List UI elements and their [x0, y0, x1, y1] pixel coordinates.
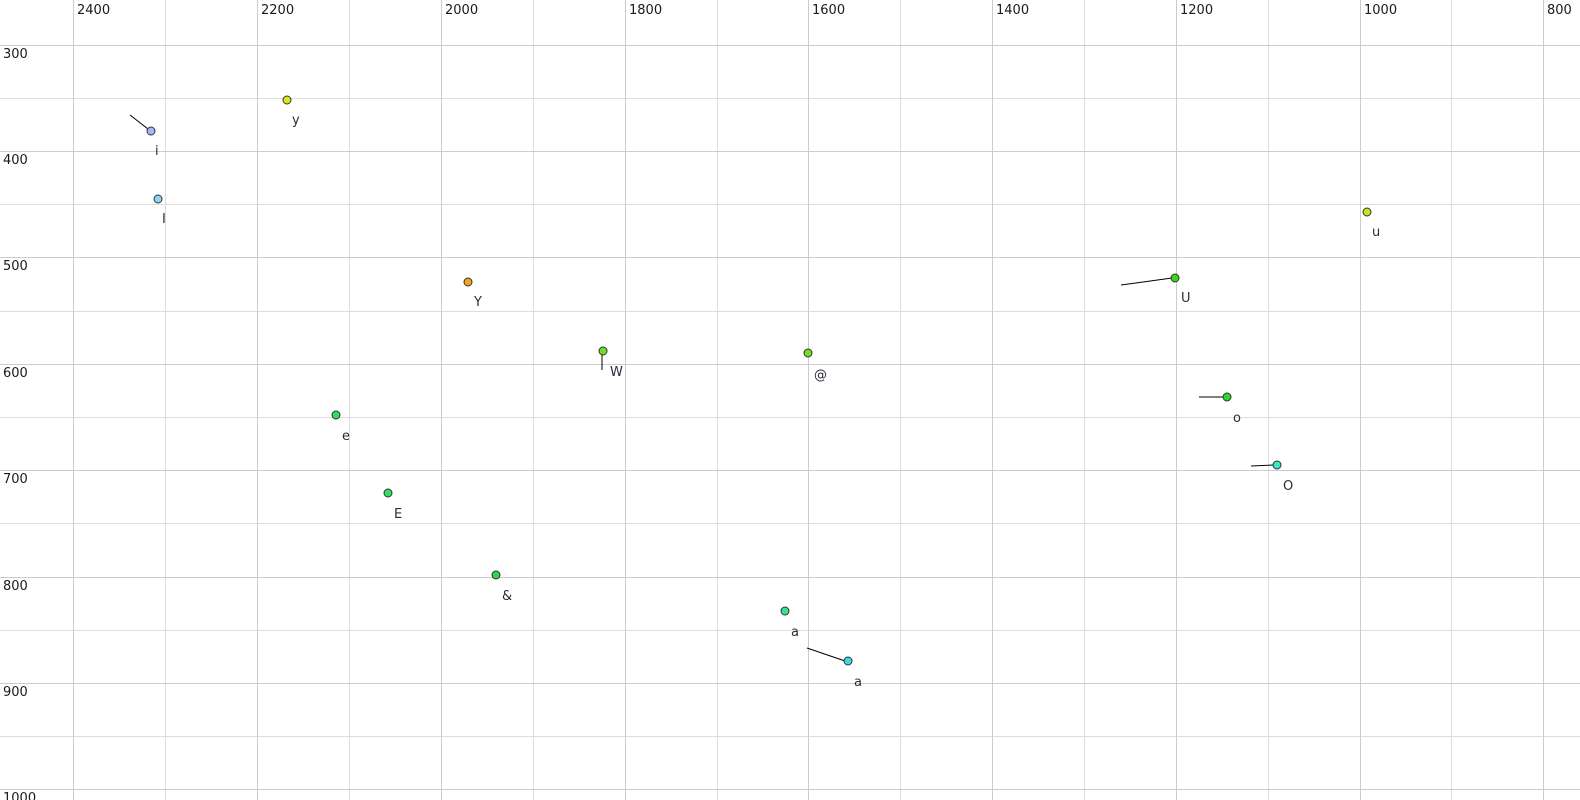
gridline-vertical-major: [808, 0, 809, 800]
y-axis-tick-label: 800: [3, 579, 28, 594]
data-point-marker[interactable]: [331, 410, 341, 420]
gridline-vertical-minor: [533, 0, 534, 800]
x-axis-tick-label: 1200: [1180, 3, 1214, 18]
gridline-horizontal-major: [0, 577, 1580, 578]
data-point-marker[interactable]: [780, 606, 790, 616]
data-point-label: U: [1181, 291, 1191, 306]
y-axis-tick-label: 700: [3, 472, 28, 487]
y-axis-tick-label: 600: [3, 366, 28, 381]
gridline-vertical-major: [257, 0, 258, 800]
data-point-marker[interactable]: [153, 194, 163, 204]
data-point-marker[interactable]: [491, 570, 501, 580]
gridline-horizontal-minor: [0, 204, 1580, 205]
data-point-label: u: [1372, 225, 1381, 240]
x-axis-tick-label: 1400: [996, 3, 1030, 18]
gridline-vertical-minor: [900, 0, 901, 800]
data-point-label: y: [292, 113, 300, 128]
gridline-vertical-minor: [1451, 0, 1452, 800]
data-point-label: &: [502, 589, 513, 604]
data-point-label: a: [854, 675, 862, 690]
data-point-marker[interactable]: [282, 95, 292, 105]
gridline-horizontal-minor: [0, 630, 1580, 631]
x-axis-tick-label: 1800: [629, 3, 663, 18]
gridline-horizontal-minor: [0, 417, 1580, 418]
gridline-horizontal-major: [0, 683, 1580, 684]
gridline-horizontal-major: [0, 257, 1580, 258]
data-point-label: W: [610, 365, 623, 380]
data-point-label: Y: [474, 295, 482, 310]
gridline-horizontal-major: [0, 364, 1580, 365]
y-axis-tick-label: 500: [3, 259, 28, 274]
gridline-vertical-minor: [1268, 0, 1269, 800]
data-point-label: i: [155, 144, 159, 159]
data-point-marker[interactable]: [1272, 460, 1282, 470]
data-point-marker[interactable]: [463, 277, 473, 287]
data-point-marker[interactable]: [1222, 392, 1232, 402]
gridline-vertical-major: [1360, 0, 1361, 800]
gridline-vertical-minor: [1084, 0, 1085, 800]
gridline-horizontal-major: [0, 151, 1580, 152]
gridline-horizontal-major: [0, 789, 1580, 790]
data-point-marker[interactable]: [598, 346, 608, 356]
data-point-label: E: [394, 507, 403, 522]
gridline-vertical-major: [441, 0, 442, 800]
y-axis-tick-label: 1000: [3, 791, 37, 800]
data-point-label: o: [1233, 411, 1241, 426]
data-point-marker[interactable]: [146, 126, 156, 136]
data-point-marker[interactable]: [843, 656, 853, 666]
gridline-vertical-major: [1176, 0, 1177, 800]
x-axis-tick-label: 2000: [445, 3, 479, 18]
y-axis-tick-label: 300: [3, 47, 28, 62]
y-axis-tick-label: 900: [3, 685, 28, 700]
data-point-label: O: [1283, 479, 1294, 494]
gridline-vertical-minor: [165, 0, 166, 800]
gridline-vertical-major: [625, 0, 626, 800]
gridline-horizontal-minor: [0, 98, 1580, 99]
data-point-label: a: [791, 625, 799, 640]
gridline-vertical-major: [73, 0, 74, 800]
gridline-horizontal-minor: [0, 736, 1580, 737]
x-axis-tick-label: 2200: [261, 3, 295, 18]
x-axis-tick-label: 1000: [1364, 3, 1398, 18]
gridline-vertical-minor: [717, 0, 718, 800]
gridline-vertical-major: [992, 0, 993, 800]
gridline-horizontal-minor: [0, 311, 1580, 312]
data-point-marker[interactable]: [383, 488, 393, 498]
gridline-horizontal-major: [0, 470, 1580, 471]
gridline-horizontal-major: [0, 45, 1580, 46]
x-axis-tick-label: 2400: [77, 3, 111, 18]
gridline-vertical-minor: [349, 0, 350, 800]
data-point-marker[interactable]: [1362, 207, 1372, 217]
x-axis-tick-label: 1600: [812, 3, 846, 18]
gridline-horizontal-minor: [0, 523, 1580, 524]
x-axis-tick-label: 800: [1547, 3, 1572, 18]
data-point-label: e: [342, 429, 350, 444]
data-point-label: @: [814, 368, 827, 383]
y-axis-tick-label: 400: [3, 153, 28, 168]
data-point-marker[interactable]: [1170, 273, 1180, 283]
data-point-marker[interactable]: [803, 348, 813, 358]
data-point-label: I: [162, 212, 166, 227]
gridline-vertical-major: [1543, 0, 1544, 800]
